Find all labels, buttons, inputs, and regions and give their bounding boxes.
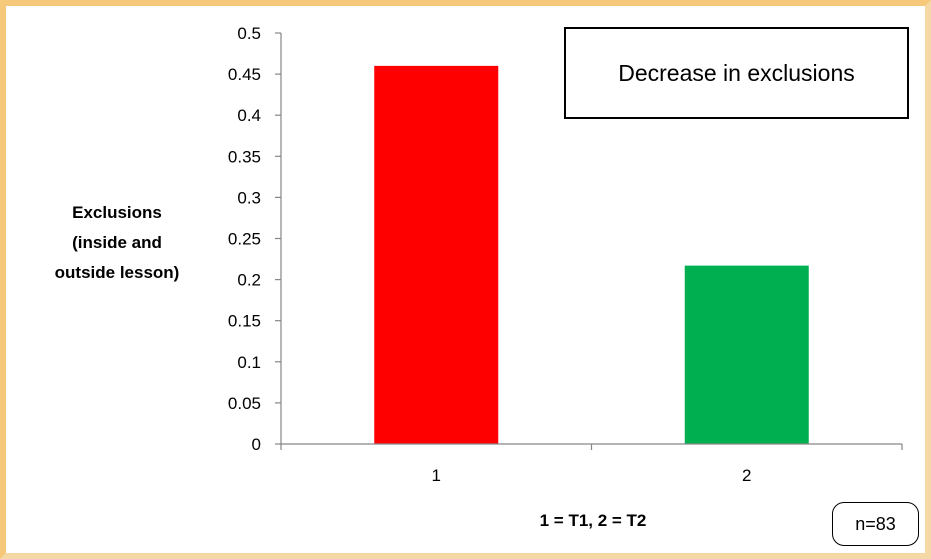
sample-size-badge: n=83	[832, 502, 919, 546]
y-tick-label: 0.4	[237, 106, 261, 125]
y-tick-label: 0.05	[228, 394, 261, 413]
sample-size-text: n=83	[855, 513, 896, 534]
y-tick-label: 0.35	[228, 147, 261, 166]
y-axis-label-line: outside lesson)	[55, 263, 180, 282]
y-tick-label: 0.45	[228, 65, 261, 84]
y-tick-label: 0.15	[228, 312, 261, 331]
y-tick-label: 0.3	[237, 188, 261, 207]
x-tick-label: 2	[742, 466, 751, 485]
bar-1	[374, 65, 499, 444]
y-axis-label: Exclusions (inside and outside lesson)	[55, 203, 180, 282]
y-axis-label-line: (inside and	[72, 233, 162, 252]
y-tick-label: 0.5	[237, 24, 261, 43]
callout-box: Decrease in exclusions	[564, 27, 909, 119]
x-tick-label: 1	[432, 466, 441, 485]
y-tick-label: 0.25	[228, 230, 261, 249]
bars	[374, 65, 809, 444]
x-axis-label: 1 = T1, 2 = T2	[540, 511, 647, 530]
y-axis-ticks: 0 0.05 0.1 0.15 0.2 0.25 0.3 0.35 0.4 0.45 0.5	[228, 24, 281, 454]
y-tick-label: 0	[252, 435, 261, 454]
y-axis-label-line: Exclusions	[72, 203, 162, 222]
bar-2	[684, 265, 809, 444]
callout-text: Decrease in exclusions	[618, 59, 855, 86]
y-tick-label: 0.1	[237, 353, 261, 372]
y-tick-label: 0.2	[237, 271, 261, 290]
